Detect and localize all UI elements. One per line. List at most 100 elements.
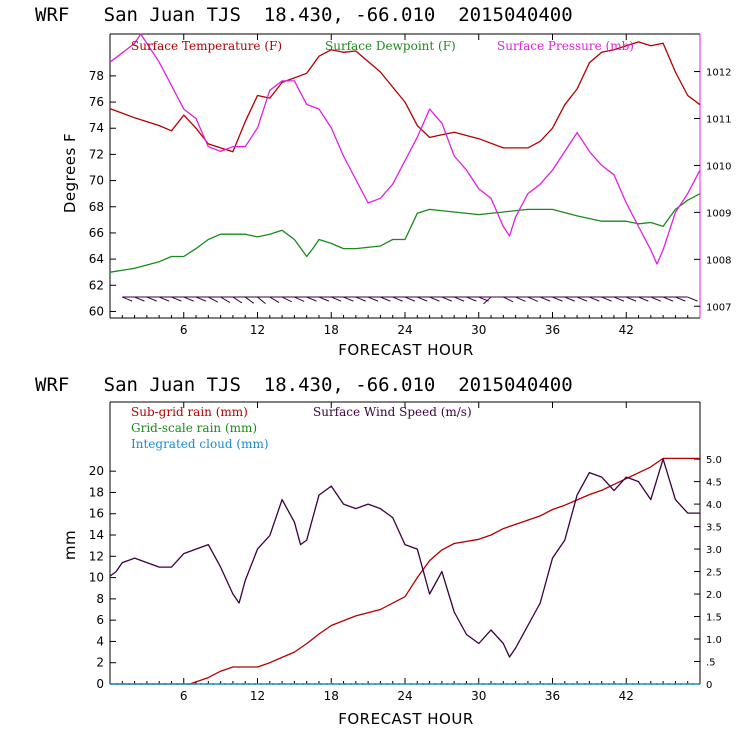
wind-barb bbox=[183, 296, 194, 302]
wind-barb bbox=[220, 296, 231, 304]
x-tick-label: 6 bbox=[180, 323, 188, 337]
x-axis-label-top: FORECAST HOUR bbox=[338, 341, 474, 359]
x-tick-label: 42 bbox=[619, 323, 634, 337]
wind-barb bbox=[367, 296, 379, 302]
x-tick-label: 24 bbox=[397, 323, 412, 337]
y2-tick-label: 4.0 bbox=[706, 500, 722, 511]
wind-barb bbox=[294, 296, 305, 302]
y2-tick-label: 1012 bbox=[706, 68, 731, 79]
wind-barb bbox=[453, 296, 465, 302]
y-tick-label: 78 bbox=[89, 69, 104, 83]
y-tick-label: 66 bbox=[89, 226, 104, 240]
chart-title-top: WRF San Juan TJS 18.430, -66.010 2015040… bbox=[35, 4, 573, 26]
y-tick-label: 16 bbox=[89, 507, 104, 521]
series-line-surface-pressure-mb bbox=[109, 33, 701, 265]
wind-barb bbox=[171, 296, 182, 302]
wind-barb bbox=[540, 296, 551, 302]
wind-barb bbox=[208, 296, 219, 303]
y2-tick-label: 1010 bbox=[706, 161, 731, 172]
x-tick-label: 18 bbox=[324, 689, 339, 703]
wind-barb bbox=[355, 296, 366, 302]
y-tick-label: 10 bbox=[89, 571, 104, 585]
y-axis-label-top: Degrees F bbox=[61, 133, 79, 213]
wind-barb bbox=[662, 296, 674, 302]
y2-tick-label: 1.0 bbox=[706, 635, 722, 646]
wind-barb bbox=[483, 296, 492, 305]
wind-barb bbox=[626, 296, 637, 302]
wind-barb bbox=[589, 296, 600, 302]
wind-barb bbox=[122, 296, 133, 302]
wind-barb bbox=[466, 296, 477, 302]
wind-barb bbox=[515, 296, 526, 302]
wind-barb bbox=[441, 296, 452, 302]
wind-barb bbox=[404, 296, 416, 302]
wind-barb bbox=[527, 296, 539, 302]
wind-barb bbox=[392, 296, 403, 302]
y2-tick-label: 1007 bbox=[706, 302, 731, 313]
wind-barb bbox=[576, 296, 588, 302]
x-tick-label: 24 bbox=[397, 689, 412, 703]
wind-barb bbox=[503, 296, 514, 303]
wind-barb bbox=[158, 296, 170, 302]
wind-barb bbox=[146, 296, 157, 302]
y2-tick-label: 2.0 bbox=[706, 590, 722, 601]
y-tick-label: 62 bbox=[89, 278, 104, 292]
y-tick-label: 6 bbox=[96, 613, 104, 627]
y-tick-label: 18 bbox=[89, 485, 104, 499]
y-tick-label: 4 bbox=[96, 634, 104, 648]
x-tick-label: 42 bbox=[619, 689, 634, 703]
wind-barb bbox=[343, 296, 354, 302]
wind-barb bbox=[687, 296, 698, 302]
y-tick-label: 14 bbox=[89, 528, 104, 542]
legend-entry: Surface Temperature (F) bbox=[131, 39, 282, 53]
x-tick-label: 18 bbox=[324, 323, 339, 337]
wind-barb bbox=[257, 296, 266, 304]
y-tick-label: 74 bbox=[89, 121, 104, 135]
wind-barb bbox=[306, 296, 317, 302]
y2-tick-label: 2.5 bbox=[706, 568, 722, 579]
y-tick-label: 12 bbox=[89, 549, 104, 563]
y2-tick-label: 1.5 bbox=[706, 613, 722, 624]
x-tick-label: 12 bbox=[250, 323, 265, 337]
x-tick-label: 12 bbox=[250, 689, 265, 703]
y2-tick-label: 0 bbox=[706, 680, 712, 691]
wind-barb bbox=[601, 296, 612, 302]
wind-barb bbox=[564, 296, 575, 302]
wind-barb bbox=[429, 296, 440, 302]
series-line-sub-grid-rain-mm bbox=[110, 457, 700, 685]
y-tick-label: 68 bbox=[89, 200, 104, 214]
chart-title-bottom: WRF San Juan TJS 18.430, -66.010 2015040… bbox=[35, 374, 573, 396]
y2-tick-label: 3.5 bbox=[706, 523, 722, 534]
wind-barb bbox=[318, 296, 330, 302]
wind-barb bbox=[552, 296, 563, 302]
y2-tick-label: 3.0 bbox=[706, 545, 722, 556]
x-tick-label: 36 bbox=[545, 689, 560, 703]
wind-barb bbox=[675, 296, 686, 302]
y2-tick-label: .5 bbox=[706, 658, 716, 669]
y-tick-label: 64 bbox=[89, 252, 104, 266]
x-tick-label: 30 bbox=[471, 689, 486, 703]
wind-barb bbox=[281, 296, 293, 303]
series-line-surface-wind-speed-m-s bbox=[109, 458, 700, 658]
wind-barb bbox=[417, 296, 428, 302]
wind-barb bbox=[638, 296, 649, 302]
wind-barb bbox=[269, 296, 280, 304]
wind-barb bbox=[613, 296, 625, 302]
y-tick-label: 20 bbox=[89, 464, 104, 478]
wind-barb bbox=[380, 296, 391, 302]
temperature-pressure-panel: WRF San Juan TJS 18.430, -66.010 2015040… bbox=[35, 4, 731, 359]
series-line-surface-dewpoint-f bbox=[109, 193, 701, 273]
legend-entry: Surface Pressure (mb) bbox=[497, 39, 634, 53]
rain-wind-panel: WRF San Juan TJS 18.430, -66.010 2015040… bbox=[35, 374, 722, 728]
x-tick-label: 30 bbox=[471, 323, 486, 337]
x-axis-label-bottom: FORECAST HOUR bbox=[338, 710, 474, 728]
wind-barb bbox=[650, 296, 661, 302]
legend-entry: Integrated cloud (mm) bbox=[131, 437, 269, 451]
series-line-surface-temperature-f bbox=[109, 41, 701, 153]
y-tick-label: 0 bbox=[96, 677, 104, 691]
y2-tick-label: 1009 bbox=[706, 208, 731, 219]
x-tick-label: 6 bbox=[180, 689, 188, 703]
y2-tick-label: 1008 bbox=[706, 255, 731, 266]
y-tick-label: 72 bbox=[89, 147, 104, 161]
